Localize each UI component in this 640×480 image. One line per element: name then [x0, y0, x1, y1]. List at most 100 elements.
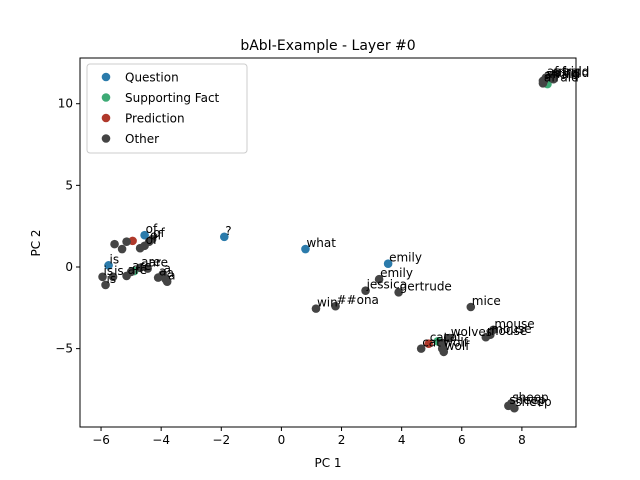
- legend-marker: [101, 134, 111, 143]
- point-other-10: [122, 237, 131, 246]
- legend: Question Supporting Fact Prediction Other: [86, 63, 248, 154]
- plot-area: of ?whatemilyiscatafraidafraidafraidafrai…: [55, 57, 589, 447]
- y-tick-label: 5: [65, 178, 73, 192]
- point-label: is: [107, 272, 117, 286]
- point-label: mouse: [494, 317, 534, 331]
- legend-marker: [101, 113, 111, 123]
- point-question-0: [140, 230, 149, 240]
- point-label: emily: [389, 251, 422, 265]
- point-label: of: [153, 226, 165, 240]
- point-label: mouse: [487, 324, 527, 338]
- point-label: afraid: [554, 66, 589, 80]
- x-tick-label: −4: [152, 433, 170, 447]
- point-label: what: [306, 236, 336, 250]
- point-label: is: [114, 264, 124, 278]
- point-prediction-0: [424, 339, 434, 349]
- point-label: are: [141, 255, 160, 269]
- point-other-15: [101, 280, 110, 290]
- point-label: a: [159, 265, 166, 279]
- point-other-24: [374, 274, 384, 284]
- point-other-12: [117, 244, 127, 254]
- legend-label: Question: [125, 71, 179, 85]
- point-label: cat: [430, 331, 449, 345]
- point-label: ?: [225, 224, 231, 238]
- point-label: of: [150, 229, 162, 243]
- legend-marker: [101, 93, 111, 102]
- point-label: a: [168, 269, 175, 283]
- point-label: win: [317, 296, 338, 310]
- point-label: is: [104, 264, 114, 278]
- point-label: jessica: [366, 278, 408, 292]
- point-other-36: [439, 347, 449, 357]
- x-tick-label: 0: [278, 433, 286, 447]
- legend-label: Other: [125, 132, 159, 146]
- x-tick-label: −6: [92, 433, 110, 447]
- point-other-29: [466, 302, 476, 312]
- point-label: is: [110, 252, 120, 266]
- point-label: gertrude: [400, 279, 452, 293]
- point-label: cat: [443, 330, 462, 344]
- legend-marker: [101, 72, 111, 82]
- point-other-14: [108, 272, 118, 282]
- point-label: mice: [472, 294, 501, 308]
- point-other-32: [481, 332, 491, 342]
- legend-label: Supporting Fact: [125, 91, 220, 105]
- point-question-1: [219, 232, 229, 242]
- point-label: sheep: [509, 393, 545, 407]
- point-question-2: [301, 244, 310, 254]
- point-other-19: [122, 271, 131, 281]
- point-label: ##ona: [337, 293, 379, 307]
- point-label: afraid: [544, 70, 579, 84]
- point-label: are: [132, 259, 151, 273]
- point-label: wolf: [445, 339, 470, 353]
- point-other-17: [143, 264, 152, 273]
- point-other-11: [110, 239, 119, 249]
- point-label: sheep: [515, 395, 551, 409]
- point-question-3: [383, 259, 393, 269]
- point-question-4: [104, 261, 113, 270]
- plot-frame: [79, 57, 577, 428]
- point-label: afraid: [554, 65, 589, 79]
- point-label: of: [146, 233, 158, 247]
- point-label: cat: [422, 336, 441, 350]
- point-other-33: [445, 333, 455, 343]
- point-label: afraid: [545, 67, 580, 81]
- point-other-23: [162, 277, 172, 286]
- x-tick-label: 4: [398, 433, 406, 447]
- point-label: sheep: [512, 390, 548, 404]
- point-label: mouse: [491, 322, 531, 336]
- point-label: afraid: [547, 65, 582, 79]
- point-other-40: [510, 403, 519, 413]
- point-label: wolves: [451, 325, 492, 339]
- point-other-4: [538, 79, 548, 88]
- point-label: afraid: [544, 68, 579, 82]
- point-label: of: [146, 222, 158, 236]
- point-label: a: [164, 261, 171, 275]
- point-other-27: [311, 304, 321, 313]
- y-tick-label: −5: [55, 342, 73, 356]
- point-label: emily: [380, 266, 413, 280]
- y-axis-label: PC 2: [29, 229, 43, 256]
- point-label: are: [128, 263, 147, 277]
- x-tick-label: 2: [338, 433, 346, 447]
- point-label: are: [149, 256, 168, 270]
- point-label: wolf: [443, 336, 468, 350]
- x-tick-label: 8: [518, 433, 526, 447]
- point-other-26: [394, 287, 403, 297]
- x-tick-label: −2: [212, 433, 230, 447]
- point-other-25: [361, 286, 370, 295]
- legend-label: Prediction: [125, 112, 185, 126]
- x-axis-label: PC 1: [314, 456, 341, 470]
- y-tick-label: 10: [58, 97, 73, 111]
- chart-title: bAbI-Example - Layer #0: [240, 38, 415, 54]
- point-other-16: [135, 263, 145, 273]
- point-other-5: [549, 74, 558, 84]
- point-label: a: [167, 266, 174, 280]
- point-other-28: [331, 301, 340, 311]
- y-tick-label: 0: [65, 260, 73, 274]
- point-other-9: [135, 243, 145, 253]
- point-other-13: [98, 272, 107, 282]
- point-other-37: [416, 344, 426, 353]
- point-other-21: [153, 273, 163, 282]
